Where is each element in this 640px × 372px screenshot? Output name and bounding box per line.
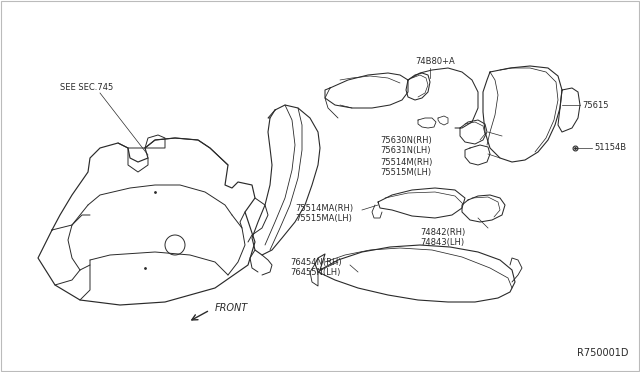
Text: 75615: 75615 xyxy=(582,100,609,109)
Text: 74B80+A: 74B80+A xyxy=(415,58,455,67)
Text: FRONT: FRONT xyxy=(215,303,248,313)
Text: 75514M(RH): 75514M(RH) xyxy=(380,157,433,167)
Text: 75514MA(RH): 75514MA(RH) xyxy=(295,203,353,212)
Text: 51154B: 51154B xyxy=(594,144,626,153)
Text: 75515MA(LH): 75515MA(LH) xyxy=(295,214,352,222)
Text: R750001D: R750001D xyxy=(577,348,628,358)
Text: 76455N(LH): 76455N(LH) xyxy=(290,267,340,276)
Text: 75630N(RH): 75630N(RH) xyxy=(380,135,432,144)
Text: 75631N(LH): 75631N(LH) xyxy=(380,145,431,154)
Text: 75515M(LH): 75515M(LH) xyxy=(380,167,431,176)
Text: 74843(LH): 74843(LH) xyxy=(420,237,464,247)
Text: 74842(RH): 74842(RH) xyxy=(420,228,465,237)
Text: SEE SEC.745: SEE SEC.745 xyxy=(60,83,113,93)
Text: 76454N(RH): 76454N(RH) xyxy=(290,257,342,266)
